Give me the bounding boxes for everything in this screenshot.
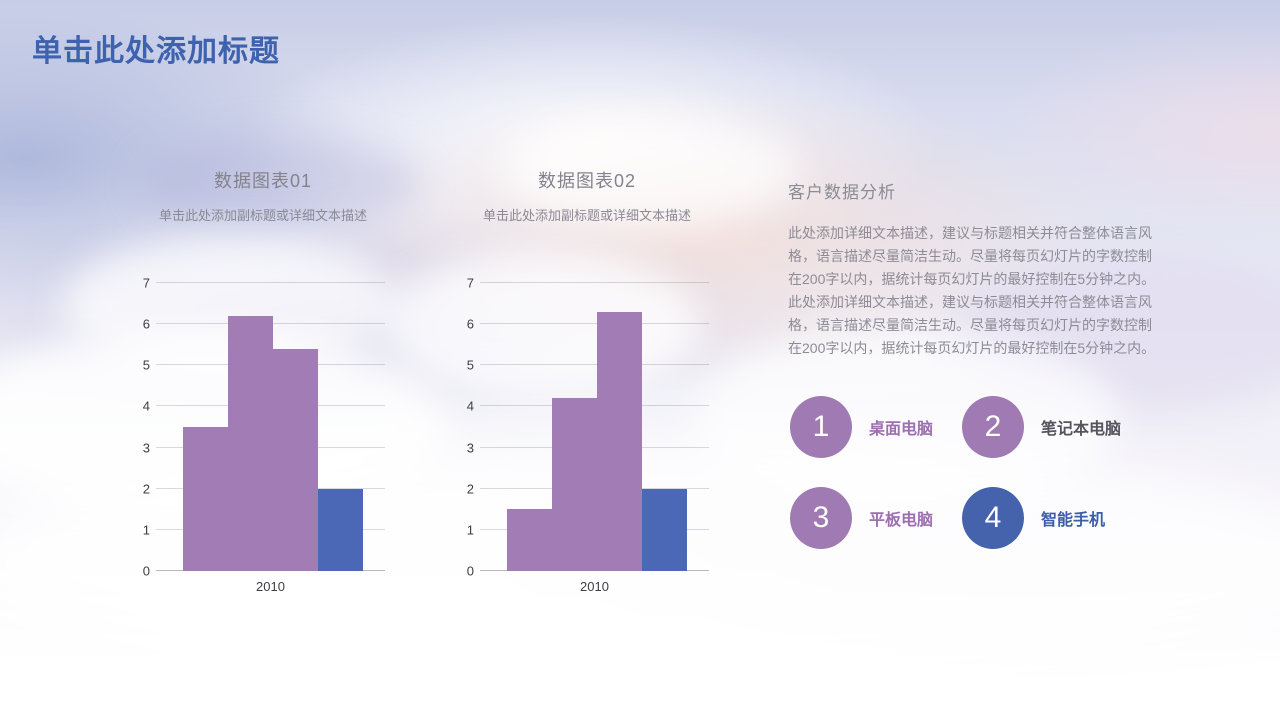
y-axis-labels: 0 1 2 3 4 5 6 7: [462, 276, 474, 579]
stat-item-label: 智能手机: [1041, 512, 1106, 529]
y-tick-label: 3: [142, 440, 150, 456]
bars-group: [507, 283, 687, 571]
x-tick-label: 2010: [580, 579, 609, 594]
slide-title: 单击此处添加标题: [32, 35, 280, 68]
bar-2: [228, 315, 273, 571]
chart-subtitle: 单击此处添加副标题或详细文本描述: [482, 208, 691, 223]
chart-title: 数据图表01: [213, 171, 313, 191]
stat-item-label: 笔记本电脑: [1041, 421, 1122, 438]
number-badge: 1: [790, 396, 852, 458]
bars-group: [183, 283, 363, 571]
stat-item-tablet: 3 平板电脑: [790, 487, 962, 549]
gridline: [480, 282, 709, 283]
y-tick-label: 1: [466, 522, 474, 538]
number-badge: 2: [962, 396, 1024, 458]
y-tick-label: 2: [142, 481, 150, 497]
bar-chart-02: 0 1 2 3 4 5 6 7 2010: [462, 276, 712, 594]
plot-area: [480, 282, 709, 571]
y-tick-label: 4: [142, 398, 150, 414]
number-badge: 3: [790, 487, 852, 549]
gridline: [480, 323, 709, 325]
panel-heading: 客户数据分析: [788, 183, 896, 202]
y-tick-label: 7: [466, 275, 474, 291]
chart-subtitle: 单击此处添加副标题或详细文本描述: [158, 208, 367, 223]
bar-2: [552, 398, 597, 571]
y-tick-label: 2: [466, 481, 474, 497]
stat-item-laptop: 2 笔记本电脑: [962, 396, 1202, 458]
bar-chart-01: 0 1 2 3 4 5 6 7 2010: [138, 276, 388, 594]
y-tick-label: 5: [466, 357, 474, 373]
y-tick-label: 6: [142, 316, 150, 332]
y-tick-label: 1: [142, 522, 150, 538]
y-tick-label: 7: [142, 275, 150, 291]
chart-block-02: 数据图表02 单击此处添加副标题或详细文本描述 0 1 2 3 4 5 6 7 2010: [462, 168, 712, 608]
bar-1: [183, 427, 228, 571]
y-tick-label: 4: [466, 398, 474, 414]
gridline: [480, 364, 709, 366]
bar-4: [642, 488, 687, 571]
bar-3: [273, 348, 318, 571]
y-tick-label: 0: [142, 563, 150, 579]
stat-item-label: 桌面电脑: [869, 421, 934, 438]
chart-title: 数据图表02: [537, 171, 637, 191]
y-axis-labels: 0 1 2 3 4 5 6 7: [138, 276, 150, 579]
gridline: [156, 282, 385, 283]
stat-item-desktop: 1 桌面电脑: [790, 396, 962, 458]
bar-3: [597, 311, 642, 571]
bar-4: [318, 488, 363, 571]
bar-1: [507, 509, 552, 571]
number-badge: 4: [962, 487, 1024, 549]
y-tick-label: 3: [466, 440, 474, 456]
panel-body-text: 此处添加详细文本描述，建议与标题相关并符合整体语言风 格，语言描述尽量简洁生动。…: [788, 225, 1156, 356]
chart-block-01: 数据图表01 单击此处添加副标题或详细文本描述 0 1 2 3 4 5 6 7 2010: [138, 168, 388, 608]
stat-items-grid: 1 桌面电脑 2 笔记本电脑 3 平板电脑 4 智能手机: [790, 396, 1202, 549]
stat-item-label: 平板电脑: [869, 512, 934, 529]
y-tick-label: 6: [466, 316, 474, 332]
plot-area: [156, 282, 385, 571]
x-tick-label: 2010: [256, 579, 285, 594]
y-tick-label: 5: [142, 357, 150, 373]
y-tick-label: 0: [466, 563, 474, 579]
stat-item-smartphone: 4 智能手机: [962, 487, 1202, 549]
